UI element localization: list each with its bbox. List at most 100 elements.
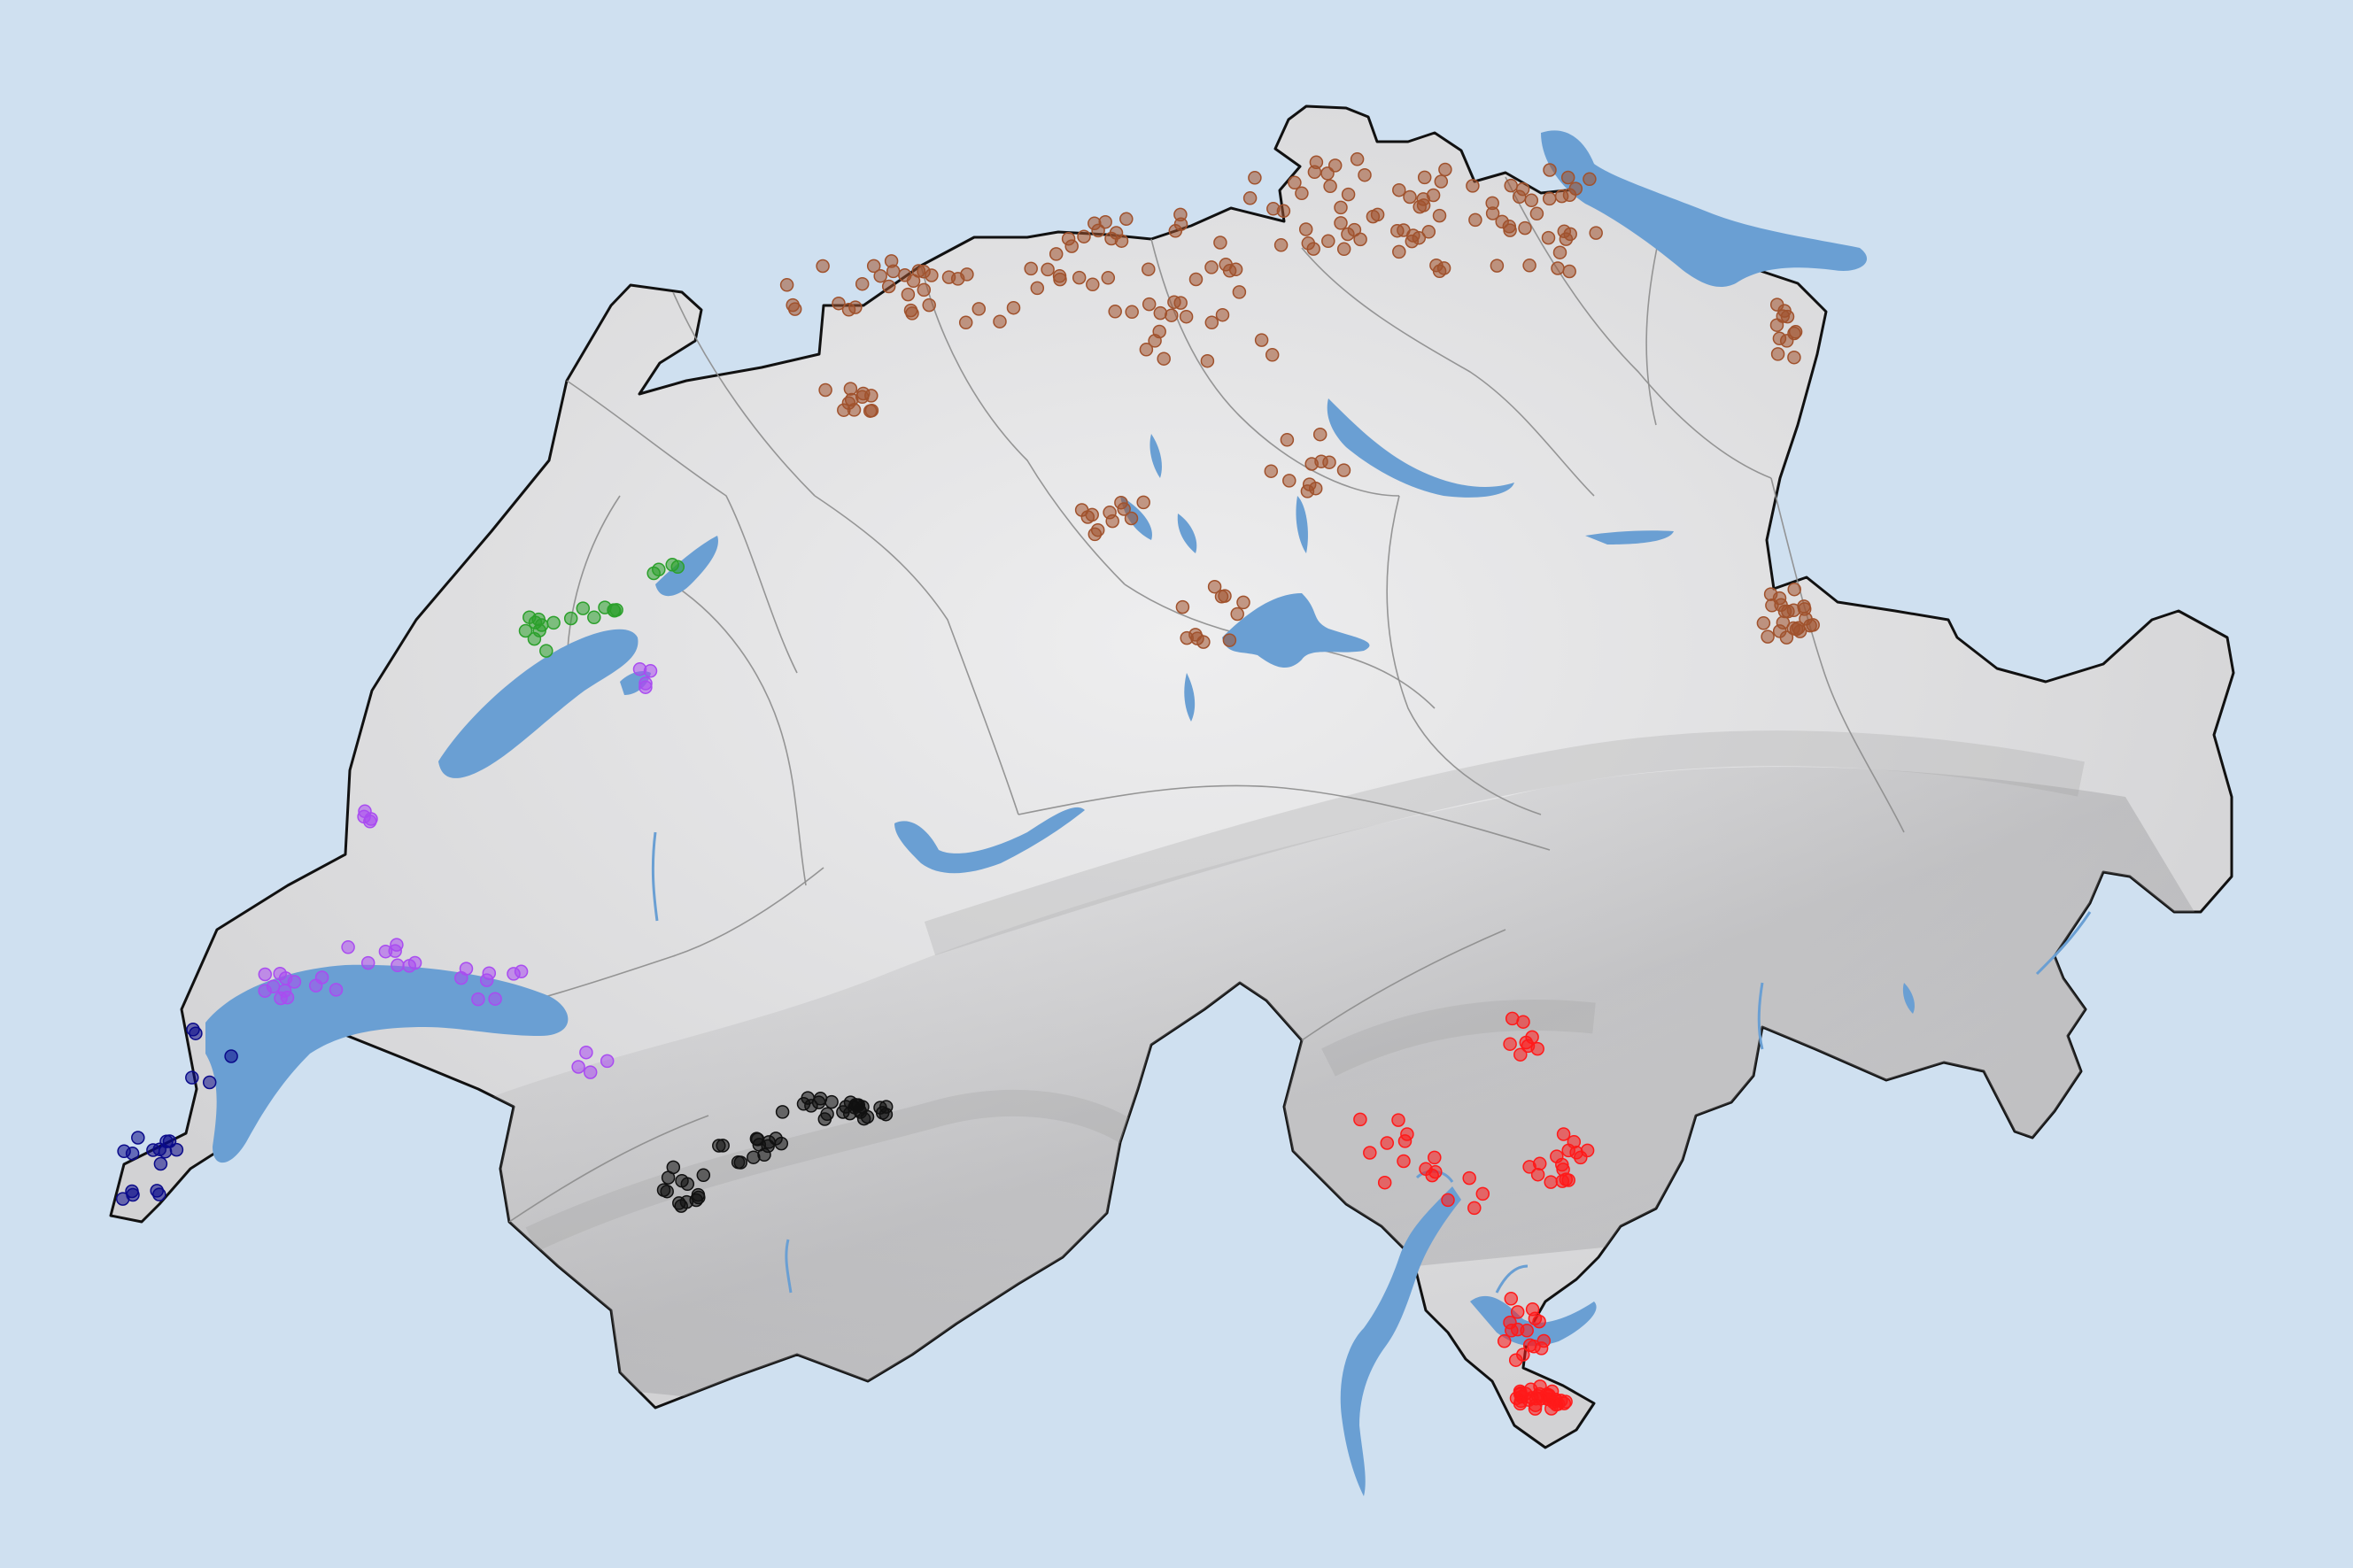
point-ticino	[1522, 1160, 1536, 1174]
point-northeast	[1552, 245, 1567, 259]
lake-lucerne	[1222, 593, 1370, 668]
point-geneva	[186, 1023, 200, 1037]
point-northeast	[1341, 187, 1356, 202]
point-northeast	[1006, 300, 1021, 315]
point-valais	[750, 1132, 765, 1147]
point-ticino	[1532, 1314, 1546, 1329]
point-northeast	[1763, 587, 1778, 601]
point-northeast	[1142, 297, 1157, 312]
point-northeast	[1173, 296, 1188, 310]
point-northeast	[898, 268, 912, 282]
point-northeast	[843, 382, 858, 396]
point-northeast	[1049, 247, 1064, 261]
point-northeast	[1772, 331, 1787, 346]
point-ticino	[1519, 1035, 1534, 1050]
point-northeast	[1495, 214, 1509, 229]
point-northeast	[864, 389, 879, 403]
point-valais	[731, 1155, 746, 1170]
point-northeast	[1109, 226, 1124, 240]
point-ticino	[1503, 1037, 1517, 1051]
point-northeast	[1061, 231, 1076, 246]
point-northeast	[873, 268, 887, 283]
point-northeast	[1087, 216, 1102, 231]
point-northeast	[1086, 277, 1100, 292]
point-northeast	[1136, 495, 1150, 510]
point-ticino	[1580, 1143, 1595, 1158]
point-romandie	[632, 662, 647, 676]
point-geneva	[202, 1075, 217, 1090]
point-romandie	[273, 966, 287, 981]
point-ticino	[1462, 1170, 1476, 1186]
point-northeast	[1504, 178, 1518, 193]
point-northeast	[1157, 351, 1171, 366]
point-jura-lakes	[670, 560, 685, 575]
point-geneva	[125, 1147, 140, 1161]
point-ticino	[1475, 1186, 1490, 1201]
point-valais	[820, 1107, 834, 1122]
point-northeast	[1215, 307, 1230, 322]
point-northeast	[1557, 224, 1572, 239]
point-northeast	[1765, 599, 1779, 613]
point-geneva	[159, 1134, 174, 1148]
occurrence-points	[115, 152, 1820, 1416]
point-northeast	[1077, 229, 1091, 243]
point-ticino	[1397, 1154, 1411, 1169]
point-northeast	[1024, 261, 1038, 276]
point-northeast	[818, 382, 832, 398]
point-northeast	[1769, 297, 1784, 312]
point-ticino	[1510, 1322, 1525, 1337]
lakes	[205, 130, 1915, 1496]
point-northeast	[1417, 170, 1432, 185]
point-northeast	[1787, 326, 1801, 341]
point-northeast	[1436, 261, 1451, 275]
point-northeast	[855, 276, 870, 291]
point-northeast	[1188, 628, 1203, 642]
point-northeast	[816, 259, 830, 274]
point-northeast	[1218, 589, 1232, 603]
point-jura-lakes	[646, 566, 661, 581]
point-romandie	[266, 979, 281, 994]
point-valais	[801, 1091, 815, 1105]
point-valais	[696, 1168, 711, 1183]
point-romandie	[459, 962, 474, 976]
point-northeast	[1334, 200, 1348, 215]
point-northeast	[1041, 262, 1055, 277]
point-ticino	[1527, 1340, 1541, 1354]
point-jura-lakes	[539, 644, 553, 658]
point-romandie	[329, 983, 344, 997]
point-valais	[666, 1160, 681, 1175]
point-ticino	[1555, 1174, 1570, 1188]
point-northeast	[1175, 599, 1190, 614]
point-northeast	[1200, 353, 1215, 368]
lake-zurich	[1327, 398, 1514, 498]
point-romandie	[583, 1065, 598, 1079]
point-valais	[873, 1101, 887, 1115]
point-ticino	[1513, 1396, 1528, 1411]
point-ticino	[1525, 1302, 1540, 1317]
point-northeast	[1242, 191, 1258, 205]
point-romandie	[639, 680, 653, 694]
point-valais	[860, 1109, 875, 1124]
lake-zug	[1296, 496, 1308, 553]
lake-lugano	[1470, 1295, 1597, 1347]
point-romandie	[360, 955, 375, 970]
point-valais	[680, 1177, 695, 1192]
point-ticino	[1550, 1149, 1564, 1163]
point-northeast	[901, 287, 916, 302]
lake-neuchatel	[438, 629, 639, 778]
point-northeast	[1265, 348, 1280, 362]
point-jura-lakes	[527, 631, 542, 646]
point-northeast	[960, 267, 974, 282]
point-northeast	[1173, 207, 1188, 222]
point-northeast	[1300, 484, 1315, 498]
point-romandie	[314, 970, 329, 985]
point-northeast	[881, 279, 896, 294]
lake-sempach	[1177, 514, 1197, 553]
relief-shading	[372, 730, 2232, 1417]
lake-hallwil	[1149, 434, 1162, 478]
point-romandie	[514, 964, 529, 979]
point-northeast	[1776, 309, 1791, 323]
point-ticino	[1510, 1305, 1525, 1319]
point-ticino	[1556, 1162, 1570, 1177]
point-northeast	[1761, 630, 1775, 644]
